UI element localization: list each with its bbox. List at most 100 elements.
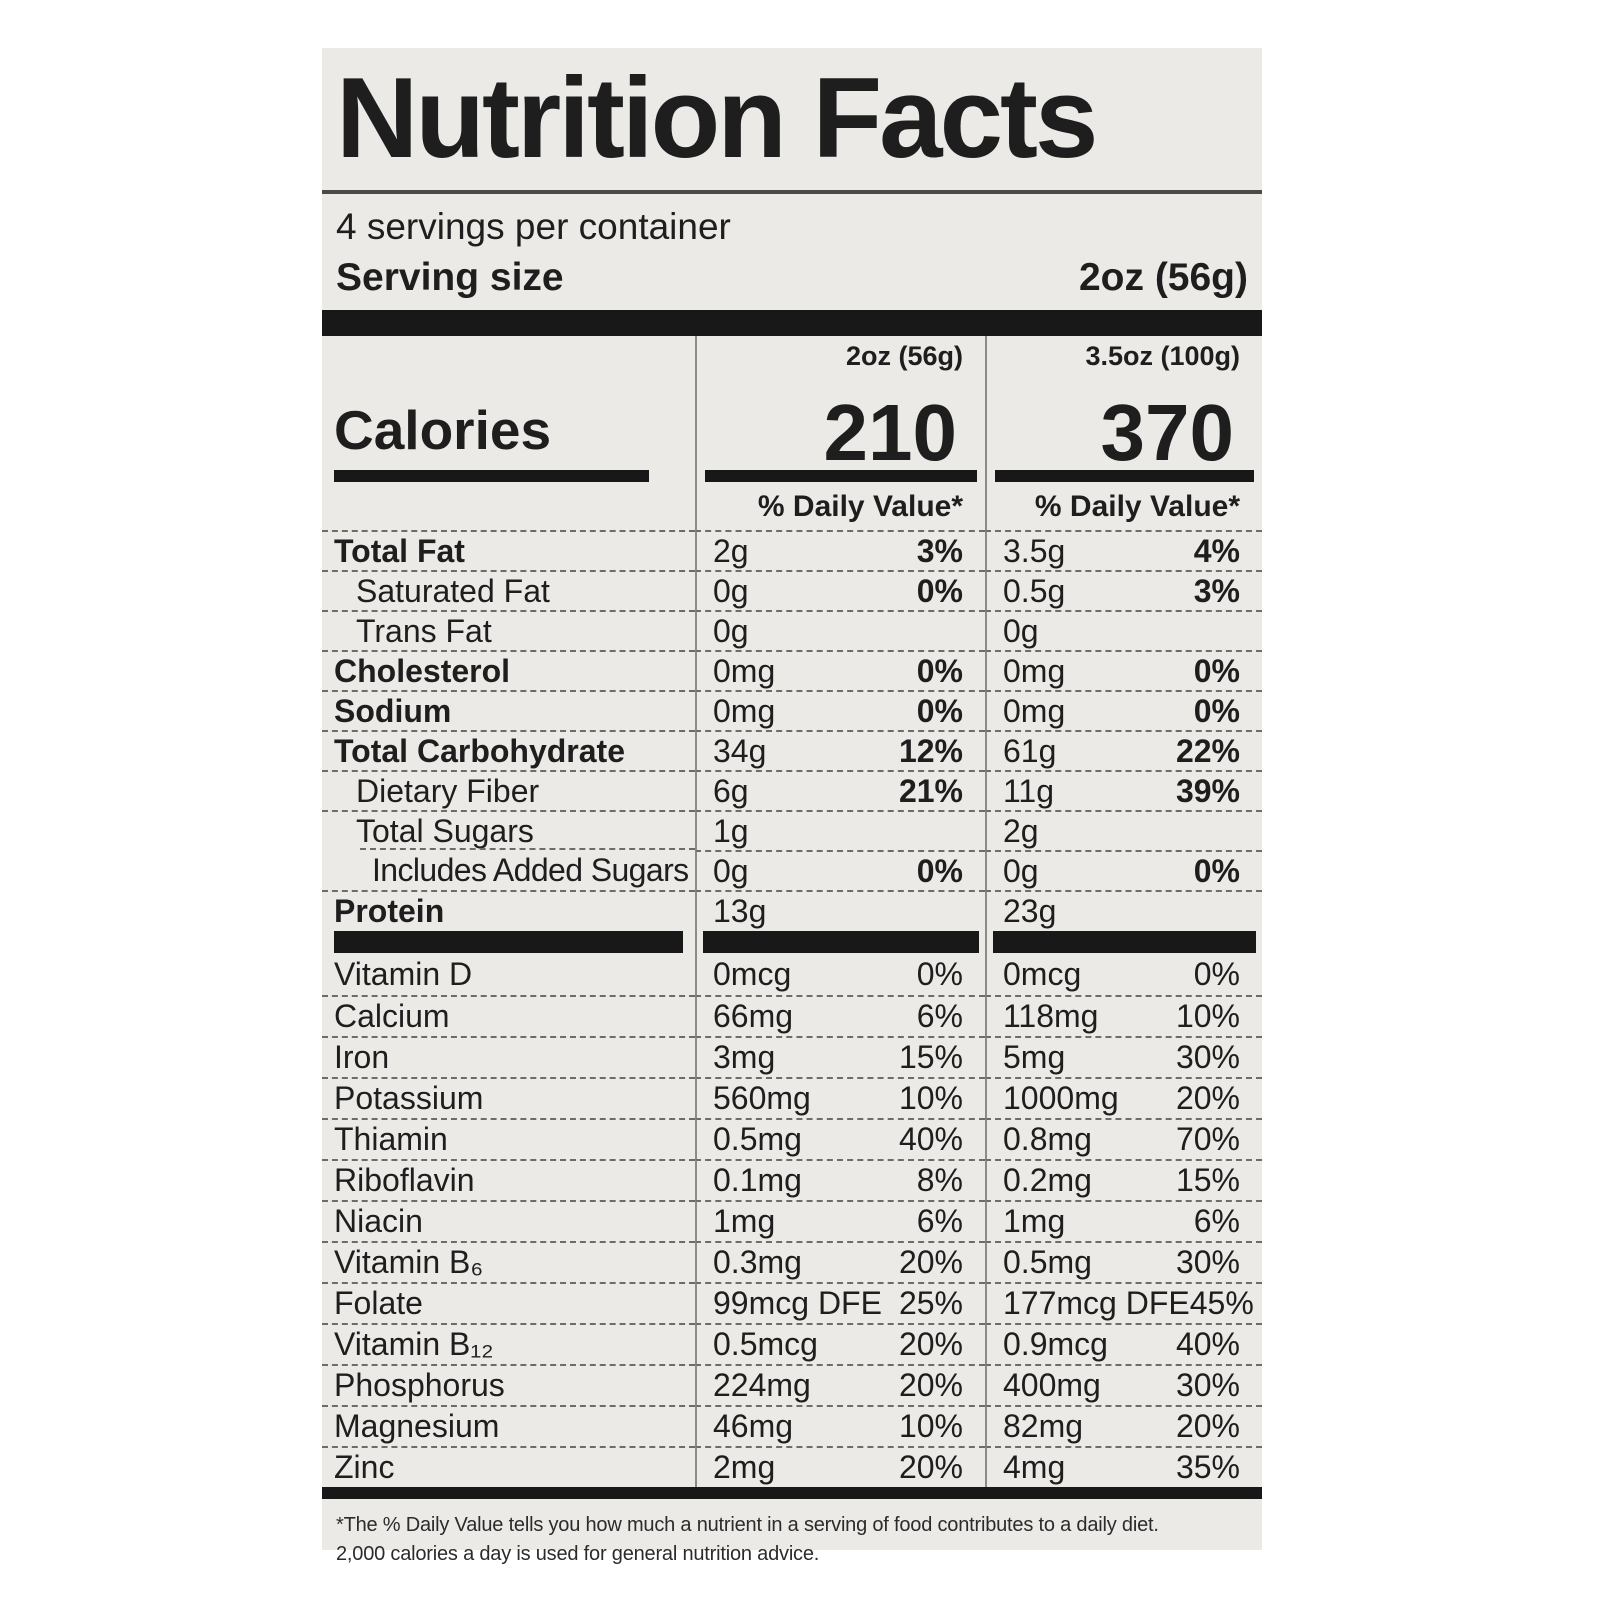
nutrient-daily-value: 70% — [1175, 1121, 1240, 1157]
nutrient-value-cell-col1: 0.1mg 8% — [695, 1159, 985, 1200]
nutrient-value-cell-col2: 118mg 10% — [985, 995, 1262, 1036]
nutrient-value-cell-col2: 0mg 0% — [985, 690, 1262, 730]
nutrient-name-cell: Sodium — [322, 690, 695, 730]
mid-bar-col2 — [985, 930, 1262, 954]
nutrient-daily-value: 10% — [898, 1408, 963, 1444]
nutrient-amount: 118mg — [1003, 998, 1099, 1034]
nutrient-amount: 1mg — [1003, 1203, 1066, 1239]
nutrient-amount: 61g — [1003, 732, 1057, 769]
nutrient-name: Calcium — [334, 998, 450, 1034]
bottom-thick-bar — [322, 1487, 1262, 1499]
nutrient-name-cell: Calcium — [322, 995, 695, 1036]
table-row: Iron 3mg 15% 5mg 30% — [322, 1036, 1262, 1077]
nutrient-name: Trans Fat — [356, 612, 492, 649]
nutrient-amount: 82mg — [1003, 1408, 1084, 1444]
table-row: Folate 99mcg DFE 25% 177mcg DFE 45% — [322, 1282, 1262, 1323]
nutrient-name: Folate — [334, 1285, 423, 1321]
mid-bar-col1 — [695, 930, 985, 954]
nutrient-daily-value: 10% — [898, 1080, 963, 1116]
serving-size-row: Serving size 2oz (56g) — [322, 248, 1262, 310]
nutrient-name: Magnesium — [334, 1408, 500, 1444]
nutrient-daily-value: 0% — [916, 852, 963, 889]
nutrient-amount: 4mg — [1003, 1449, 1066, 1485]
table-row: Trans Fat 0g 0g — [322, 610, 1262, 650]
nutrient-amount: 0mg — [1003, 652, 1066, 689]
nutrient-value-cell-col1: 6g 21% — [695, 770, 985, 810]
nutrient-daily-value: 6% — [916, 998, 963, 1034]
nutrient-amount: 0g — [1003, 612, 1039, 649]
nutrient-daily-value: 40% — [898, 1121, 963, 1157]
nutrient-amount: 0g — [713, 572, 749, 609]
nutrient-name: Iron — [334, 1039, 390, 1075]
calories-underline-name — [322, 468, 695, 484]
table-row: Phosphorus 224mg 20% 400mg 30% — [322, 1364, 1262, 1405]
nutrient-value-cell-col2: 0.5mg 30% — [985, 1241, 1262, 1282]
nutrient-amount: 5mg — [1003, 1039, 1066, 1075]
nutrient-amount: 0.2mg — [1003, 1162, 1092, 1198]
nutrient-daily-value: 0% — [1193, 692, 1240, 729]
nutrient-value-cell-col2: 0.8mg 70% — [985, 1118, 1262, 1159]
nutrient-name-cell: Thiamin — [322, 1118, 695, 1159]
nutrient-table: Total Fat 2g 3% 3.5g 4% Saturated Fat 0g 0% 0.5g… — [322, 530, 1262, 930]
nutrient-name-cell: Zinc — [322, 1446, 695, 1487]
nutrient-name-cell: Folate — [322, 1282, 695, 1323]
nutrient-value-cell-col1: 2g 3% — [695, 530, 985, 570]
column1-header: 2oz (56g) — [695, 336, 985, 374]
nutrient-amount: 23g — [1003, 892, 1057, 929]
nutrient-value-cell-col1: 560mg 10% — [695, 1077, 985, 1118]
mid-thick-bar-row — [322, 930, 1262, 954]
nutrient-value-cell-col2: 23g — [985, 890, 1262, 930]
mid-bar-name — [322, 930, 695, 954]
nutrient-value-cell-col1: 0mg 0% — [695, 690, 985, 730]
nutrient-value-cell-col2: 5mg 30% — [985, 1036, 1262, 1077]
serving-size-label: Serving size — [336, 256, 564, 299]
calories-underline-col2 — [985, 468, 1262, 484]
nutrient-daily-value: 20% — [1175, 1080, 1240, 1116]
nutrient-value-cell-col2: 400mg 30% — [985, 1364, 1262, 1405]
calories-row: Calories 210 370 — [322, 374, 1262, 472]
title-divider — [322, 190, 1262, 194]
nutrient-daily-value: 10% — [1175, 998, 1240, 1034]
nutrient-amount: 13g — [713, 892, 767, 929]
table-row: Sodium 0mg 0% 0mg 0% — [322, 690, 1262, 730]
nutrient-amount: 400mg — [1003, 1367, 1101, 1403]
table-row: Includes Added Sugars 0g 0% 0g 0% — [322, 848, 1262, 890]
nutrient-amount: 0.8mg — [1003, 1121, 1092, 1157]
nutrient-daily-value: 8% — [916, 1162, 963, 1198]
nutrient-amount: 6g — [713, 772, 749, 809]
nutrient-name-cell: Phosphorus — [322, 1364, 695, 1405]
nutrient-name-cell: Dietary Fiber — [322, 770, 695, 810]
nutrient-daily-value: 35% — [1175, 1449, 1240, 1485]
daily-value-header-spacer — [322, 484, 695, 530]
nutrient-daily-value: 30% — [1175, 1244, 1240, 1280]
nutrient-name-cell: Magnesium — [322, 1405, 695, 1446]
nutrient-amount: 2g — [713, 532, 749, 569]
nutrient-name: Includes Added Sugars — [372, 851, 689, 888]
nutrient-name: Protein — [334, 892, 445, 929]
daily-value-header-col2: % Daily Value* — [985, 484, 1262, 530]
nutrient-value-cell-col2: 0.9mcg 40% — [985, 1323, 1262, 1364]
nutrient-amount: 0.1mg — [713, 1162, 802, 1198]
column-header-spacer — [322, 336, 695, 374]
nutrient-daily-value: 0% — [1193, 956, 1240, 992]
nutrient-daily-value: 20% — [898, 1449, 963, 1485]
nutrient-daily-value: 25% — [898, 1285, 963, 1321]
nutrient-amount: 99mcg DFE — [713, 1285, 882, 1321]
table-row: Total Fat 2g 3% 3.5g 4% — [322, 530, 1262, 570]
table-row: Niacin 1mg 6% 1mg 6% — [322, 1200, 1262, 1241]
nutrient-amount: 0mg — [1003, 692, 1066, 729]
nutrient-amount: 224mg — [713, 1367, 811, 1403]
nutrient-value-cell-col1: 66mg 6% — [695, 995, 985, 1036]
nutrient-daily-value: 4% — [1193, 532, 1240, 569]
nutrient-amount: 0mg — [713, 692, 776, 729]
nutrient-name: Total Carbohydrate — [334, 732, 625, 769]
nutrient-daily-value: 0% — [916, 652, 963, 689]
table-row: Total Carbohydrate 34g 12% 61g 22% — [322, 730, 1262, 770]
nutrient-daily-value: 3% — [916, 532, 963, 569]
nutrient-name: Zinc — [334, 1449, 395, 1485]
nutrient-value-cell-col1: 1g — [695, 810, 985, 850]
nutrient-daily-value: 39% — [1175, 772, 1240, 809]
nutrient-name: Cholesterol — [334, 652, 511, 689]
nutrient-daily-value: 20% — [898, 1326, 963, 1362]
nutrient-value-cell-col1: 0g 0% — [695, 570, 985, 610]
